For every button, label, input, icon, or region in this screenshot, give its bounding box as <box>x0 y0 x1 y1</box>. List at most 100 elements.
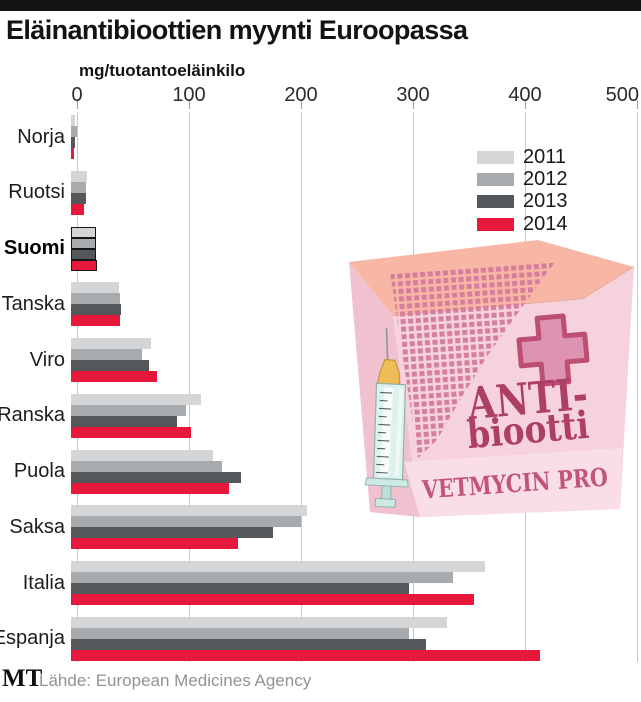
value-bar <box>71 594 475 606</box>
axis-tick-mark <box>301 100 302 109</box>
country-bars <box>71 226 631 271</box>
legend-row: 2014 <box>477 213 568 235</box>
value-bar <box>71 404 187 416</box>
axis-gridline <box>77 112 78 662</box>
country-bars <box>71 338 631 383</box>
country-bars <box>71 393 631 438</box>
axis-tick-label: 500 <box>605 84 639 106</box>
value-bar <box>71 315 121 327</box>
axis-tick-label: 200 <box>284 84 318 106</box>
axis-tick-mark <box>413 100 414 109</box>
axis-tick-label: 400 <box>508 84 542 106</box>
value-bar <box>71 338 151 350</box>
country-label: Puola <box>13 460 65 483</box>
value-bar <box>71 237 96 249</box>
country-label: Italia <box>22 571 65 594</box>
country-group: Viro <box>0 338 637 394</box>
value-bar <box>71 627 410 639</box>
value-bar <box>71 505 308 517</box>
country-group: Puola <box>0 449 637 506</box>
country-bars <box>71 115 631 159</box>
value-bar <box>71 616 448 628</box>
value-bar <box>71 349 142 361</box>
country-label: Ranska <box>0 404 65 427</box>
country-group: Ruotsi <box>0 170 637 227</box>
country-label: Espanja <box>0 627 65 650</box>
country-label: Norja <box>17 125 65 148</box>
value-bar <box>71 126 77 137</box>
value-bar <box>71 449 214 461</box>
value-bar <box>71 426 191 438</box>
country-label: Saksa <box>9 515 65 538</box>
axis-gridline <box>637 112 638 662</box>
value-bar <box>71 638 427 650</box>
axis-tick-mark <box>637 100 638 109</box>
top-rule <box>0 0 641 11</box>
legend-swatch <box>477 217 514 231</box>
value-bar <box>71 203 85 215</box>
value-bar <box>71 170 87 182</box>
package-dot-pattern <box>390 262 555 458</box>
axis-tick-label: 300 <box>396 84 430 106</box>
value-bar <box>71 304 122 316</box>
country-group: Norja <box>0 115 637 171</box>
value-bar <box>71 583 410 595</box>
source-credit: Lähde: European Medicines Agency <box>39 671 312 690</box>
package-text-line2: biootti <box>465 402 590 457</box>
country-bars <box>71 561 631 606</box>
value-bar <box>71 371 158 383</box>
value-bar <box>71 415 178 427</box>
value-bar <box>71 259 97 271</box>
legend-year-label: 2013 <box>523 190 568 213</box>
axis-gridline <box>189 112 190 662</box>
legend-swatch <box>477 150 514 164</box>
axis-tick-label: 0 <box>71 84 83 106</box>
chart-legend: 2011 2012 2013 2014 <box>477 146 568 236</box>
country-bars <box>71 505 631 550</box>
bar-chart-rows: Norja Ruotsi Suomi Tanska Viro Ranska Puola Sak… <box>0 115 637 673</box>
country-bars <box>71 282 631 327</box>
country-label: Ruotsi <box>8 181 65 204</box>
package-bottom-band <box>404 448 622 517</box>
value-bar <box>71 482 229 494</box>
value-bar <box>71 460 223 472</box>
country-group: Suomi <box>0 226 637 283</box>
country-group: Saksa <box>0 505 637 561</box>
value-bar <box>71 282 120 294</box>
value-bar <box>71 137 76 148</box>
legend-swatch <box>477 173 514 187</box>
value-bar <box>71 572 453 584</box>
syringe-icon <box>364 327 409 508</box>
axis-tick-mark <box>77 100 78 109</box>
value-bar <box>71 181 86 193</box>
country-bars <box>71 170 631 215</box>
axis-tick-mark <box>189 100 190 109</box>
publisher-logo: MT <box>2 665 43 692</box>
axis-unit-label: mg/tuotantoeläinkilo <box>79 61 246 80</box>
legend-row: 2011 <box>477 146 568 168</box>
value-bar <box>71 538 238 550</box>
country-group: Tanska <box>0 282 637 338</box>
axis-tick-label: 100 <box>172 84 206 106</box>
value-bar <box>71 561 486 573</box>
value-bar <box>71 226 96 238</box>
legend-swatch <box>477 195 514 209</box>
value-bar <box>71 471 242 483</box>
country-label: Tanska <box>1 292 65 315</box>
country-bars <box>71 449 631 494</box>
package-text-line1: ANTI- <box>465 369 590 430</box>
value-bar <box>71 293 121 305</box>
legend-year-label: 2011 <box>523 145 567 168</box>
axis-gridline <box>301 112 302 662</box>
antibiotic-package-illustration: ANTI- biootti VETMYCIN PRO <box>349 240 635 517</box>
value-bar <box>71 115 76 126</box>
country-group: Ranska <box>0 393 637 450</box>
legend-row: 2012 <box>477 168 568 190</box>
value-bar <box>71 393 201 405</box>
country-group: Italia <box>0 561 637 617</box>
value-bar <box>71 360 150 372</box>
value-bar <box>71 148 75 159</box>
value-bar <box>71 527 273 539</box>
value-bar <box>71 649 541 661</box>
